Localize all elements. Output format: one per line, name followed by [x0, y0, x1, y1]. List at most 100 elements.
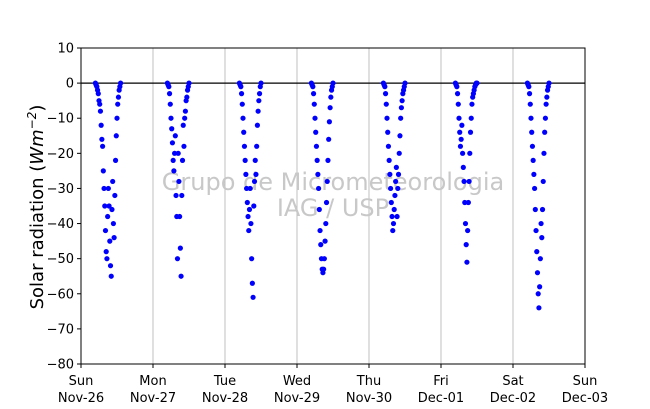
data-point: [109, 206, 115, 213]
data-point: [238, 91, 245, 97]
data-point: [387, 171, 393, 177]
data-point: [241, 129, 247, 135]
data-point: [181, 143, 187, 149]
y-tick-label: −80: [47, 358, 74, 373]
data-point: [395, 185, 401, 192]
data-point: [172, 133, 178, 139]
data-point: [464, 259, 470, 265]
data-point: [241, 143, 248, 149]
y-tick-label: −60: [47, 287, 74, 302]
data-point: [255, 108, 261, 114]
data-point: [312, 115, 318, 121]
data-point: [457, 129, 463, 135]
data-point: [454, 84, 460, 90]
data-point: [244, 199, 250, 206]
data-point: [315, 171, 321, 177]
data-point: [313, 143, 320, 149]
y-tick-label: 10: [57, 42, 74, 57]
data-point: [97, 101, 103, 107]
data-point: [532, 206, 538, 213]
data-point: [115, 101, 121, 107]
data-point: [106, 203, 112, 209]
data-point: [384, 115, 390, 121]
data-point: [526, 91, 533, 97]
data-point: [530, 157, 536, 163]
data-point: [105, 213, 111, 220]
x-tick-label-day: Fri: [433, 374, 449, 389]
data-point: [463, 242, 469, 248]
x-tick-label-date: Nov-28: [202, 391, 248, 406]
data-point: [397, 133, 403, 139]
data-point: [179, 192, 185, 199]
data-point: [254, 122, 260, 128]
x-tick-label-day: Thu: [356, 374, 381, 389]
x-axis: Sun Nov-26 Mon Nov-27 Tue Nov-28 Wed Nov-29 Thu N…: [58, 364, 608, 406]
data-point: [389, 213, 395, 220]
plot-frame: [80, 47, 586, 365]
data-point: [103, 249, 109, 255]
data-point: [539, 235, 545, 241]
data-point: [531, 171, 537, 177]
x-tick-label-date: Nov-27: [130, 391, 176, 406]
data-point: [466, 178, 472, 185]
watermark-line-1: Grupo de Micrometeorologia: [162, 168, 504, 196]
data-point: [246, 227, 252, 234]
grid: [152, 48, 514, 364]
data-point: [250, 294, 256, 300]
y-axis-label-unit: Wm: [27, 129, 48, 164]
data-point: [172, 150, 178, 156]
data-point: [101, 185, 107, 192]
data-point: [465, 227, 471, 234]
data-point: [107, 238, 113, 244]
data-point: [108, 273, 114, 279]
data-point: [102, 227, 109, 234]
data-point: [529, 129, 535, 135]
data-point: [382, 91, 389, 97]
data-point: [462, 199, 468, 206]
data-point: [105, 185, 111, 192]
data-point: [534, 270, 541, 276]
data-point: [537, 256, 543, 262]
data-point: [310, 91, 317, 97]
data-point: [462, 220, 469, 227]
data-point: [180, 122, 186, 128]
data-point: [313, 129, 319, 135]
data-point: [402, 80, 408, 86]
data-point: [323, 220, 329, 227]
data-point: [316, 206, 322, 213]
data-point: [169, 140, 176, 146]
x-tick-label-day: Mon: [139, 374, 166, 389]
x-tick-label-date: Nov-29: [274, 391, 320, 406]
data-point: [316, 185, 322, 192]
data-point: [179, 157, 186, 163]
data-point: [242, 157, 248, 163]
data-point: [243, 171, 249, 177]
data-point: [529, 143, 536, 149]
x-tick-label-date: Nov-26: [58, 391, 104, 406]
x-tick-label-day: Wed: [283, 374, 311, 389]
data-point: [100, 143, 106, 149]
data-point: [539, 206, 546, 213]
data-point: [175, 150, 181, 156]
data-point: [98, 122, 104, 128]
data-point: [322, 238, 328, 244]
data-point: [395, 171, 402, 177]
y-axis: 10 0 −10 −20 −30 −40 −50 −60 −70 −80: [47, 42, 81, 373]
y-tick-label: 0: [66, 77, 74, 92]
data-point: [182, 115, 188, 121]
data-point: [467, 129, 474, 135]
x-tick-label-date: Nov-30: [346, 391, 392, 406]
data-point: [166, 84, 172, 90]
data-point: [459, 122, 465, 128]
data-point: [538, 220, 544, 227]
x-tick-label-day: Sat: [502, 374, 523, 389]
data-point: [249, 256, 255, 262]
data-point: [458, 136, 464, 142]
x-tick-label-day: Tue: [213, 374, 236, 389]
data-point: [533, 227, 539, 234]
x-tick-label-date: Dec-03: [562, 391, 608, 406]
data-point: [390, 220, 397, 227]
data-point: [246, 206, 253, 213]
data-point: [542, 115, 549, 121]
data-point: [110, 178, 116, 185]
